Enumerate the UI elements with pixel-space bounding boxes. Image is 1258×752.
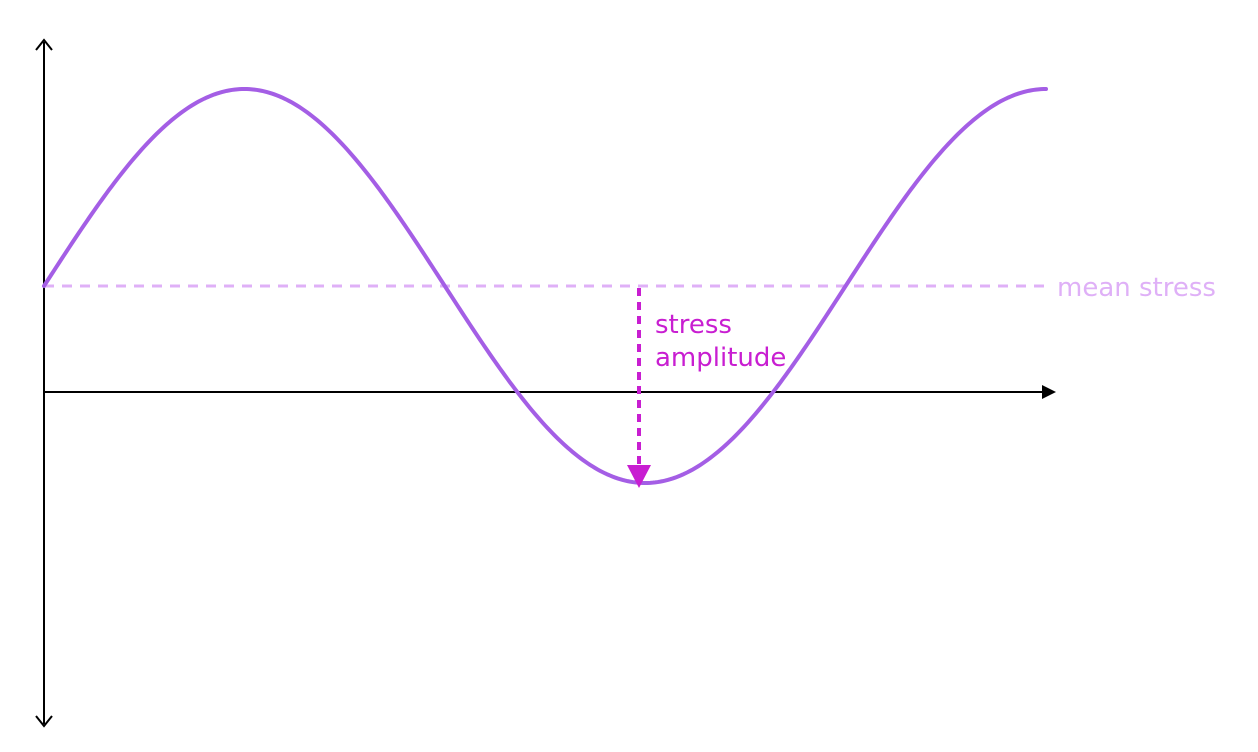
amplitude-arrow [627,288,651,488]
y-axis [35,38,53,728]
x-axis-arrow-icon [1042,385,1056,399]
amplitude-arrowhead-icon [627,465,651,488]
x-axis [44,385,1056,399]
stress-wave-curve [42,86,1048,486]
stress-amplitude-label-line2: amplitude [655,343,786,373]
y-axis-top-arrow-icon [35,38,53,51]
mean-stress-label: mean stress [1057,273,1216,303]
stress-amplitude-label-line1: stress [655,310,732,340]
y-axis-bottom-arrow-icon [35,715,53,728]
